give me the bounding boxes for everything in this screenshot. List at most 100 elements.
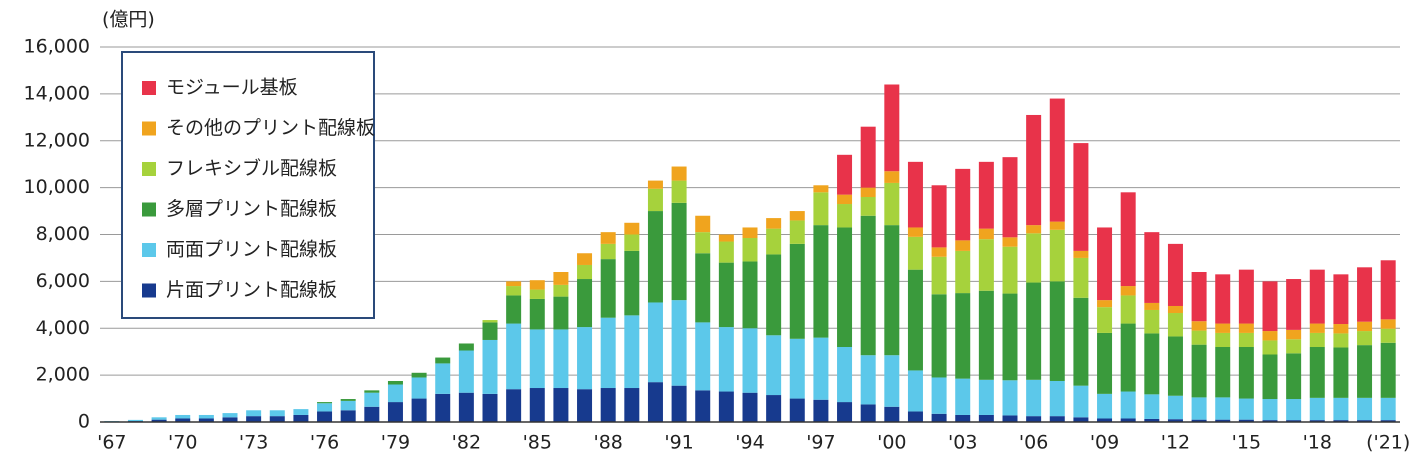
bar-segment — [1215, 323, 1231, 333]
bar-segment — [600, 232, 616, 244]
bar-segment — [860, 187, 876, 197]
bar-segment — [1262, 331, 1278, 341]
bar-segment — [198, 414, 214, 419]
bar-segment — [647, 188, 663, 212]
bar-segment — [1215, 347, 1231, 398]
x-tick-label: '09 — [1090, 432, 1119, 454]
bar-segment — [577, 327, 593, 390]
bar-segment — [1286, 329, 1302, 340]
bar-segment — [1191, 272, 1207, 322]
bar-segment — [1357, 267, 1373, 322]
bar-segment — [529, 289, 545, 299]
bar-segment — [364, 392, 380, 407]
bar-segment — [837, 204, 853, 228]
bar-segment — [1144, 394, 1160, 419]
bar-segment — [1215, 332, 1231, 347]
bar-segment — [671, 385, 687, 422]
bar-segment — [718, 262, 734, 328]
bar-segment — [742, 238, 758, 262]
bar-segment — [577, 389, 593, 422]
x-tick-label: '18 — [1303, 432, 1332, 454]
legend-label: フレキシブル配線板 — [166, 157, 337, 180]
bar-segment — [1333, 347, 1349, 398]
bar-segment — [553, 284, 569, 297]
y-tick-label: 12,000 — [24, 129, 90, 151]
bar-segment — [789, 338, 805, 399]
bar-segment — [884, 225, 900, 356]
bar-segment — [1380, 260, 1396, 320]
bar-segment — [1238, 398, 1254, 420]
bar-segment — [955, 240, 971, 251]
bar-segment — [1262, 420, 1278, 422]
bar-segment — [151, 417, 167, 420]
bar-segment — [742, 328, 758, 393]
bar-segment — [1380, 397, 1396, 421]
bar-segment — [1333, 420, 1349, 422]
bar-segment — [1333, 324, 1349, 334]
bar-segment — [766, 218, 782, 229]
bar-segment — [1049, 98, 1065, 222]
bar-segment — [553, 388, 569, 422]
legend-swatch — [142, 121, 156, 136]
bar-segment — [1238, 419, 1254, 422]
bar-segment — [718, 234, 734, 242]
bar-segment — [860, 126, 876, 188]
bar-segment — [1286, 420, 1302, 422]
bar-segment — [789, 398, 805, 422]
bar-segment — [1167, 313, 1183, 337]
bar-segment — [198, 418, 214, 422]
bar-segment — [1215, 274, 1231, 324]
y-tick-label: 16,000 — [24, 36, 90, 58]
x-tick-label: '06 — [1019, 432, 1048, 454]
bar-segment — [907, 161, 923, 228]
bar-segment — [813, 185, 829, 193]
bar-segment — [1238, 347, 1254, 399]
bar-segment — [1380, 342, 1396, 398]
bar-segment — [222, 413, 238, 418]
bar-segment — [1238, 323, 1254, 333]
bar-segment — [647, 302, 663, 383]
bar-segment — [837, 347, 853, 403]
bar-segment — [506, 295, 522, 324]
bar-segment — [931, 256, 947, 295]
bar-segment — [1049, 221, 1065, 230]
bar-segment — [1002, 246, 1018, 294]
bar-segment — [1097, 307, 1113, 333]
legend-label: モジュール基板 — [166, 77, 298, 99]
bar-segment — [695, 390, 711, 422]
bar-segment — [718, 327, 734, 392]
bar-segment — [1309, 397, 1325, 421]
x-tick-label: '91 — [664, 432, 693, 454]
bar-segment — [600, 388, 616, 422]
bar-segment — [506, 389, 522, 422]
bar-segment — [506, 281, 522, 287]
bar-segment — [907, 411, 923, 422]
bar-segment — [789, 220, 805, 244]
bar-segment — [718, 391, 734, 422]
bar-segment — [1120, 323, 1136, 392]
bar-segment — [1002, 237, 1018, 247]
bar-segment — [553, 329, 569, 389]
bar-segment — [411, 372, 427, 378]
bar-segment — [1120, 286, 1136, 296]
bar-segment — [600, 259, 616, 318]
bar-segment — [269, 410, 285, 417]
x-tick-label: '88 — [593, 432, 622, 454]
bar-segment — [340, 399, 356, 401]
bar-segment — [955, 293, 971, 379]
bar-segment — [647, 382, 663, 422]
bar-segment — [1097, 418, 1113, 422]
bar-segment — [624, 222, 640, 235]
bar-segment — [1309, 332, 1325, 347]
bar-segment — [577, 253, 593, 265]
bar-segment — [1049, 380, 1065, 417]
bar-segment — [1309, 347, 1325, 398]
bar-segment — [1144, 309, 1160, 334]
bar-segment — [860, 404, 876, 422]
bar-segment — [671, 180, 687, 203]
bar-segment — [1238, 332, 1254, 347]
bar-segment — [340, 410, 356, 422]
bar-segment — [931, 377, 947, 414]
bar-segment — [1026, 114, 1042, 226]
